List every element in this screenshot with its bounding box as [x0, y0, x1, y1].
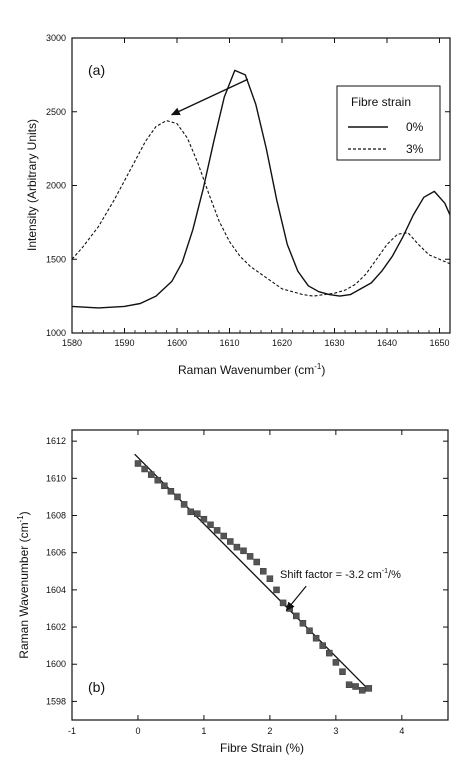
data-point: [365, 685, 373, 692]
data-point: [161, 482, 168, 490]
legend-label-solid: 0%: [406, 120, 424, 134]
data-point: [352, 683, 359, 690]
data-point: [227, 538, 234, 545]
data-point: [293, 612, 300, 620]
series-line-strain-3pct: [71, 120, 451, 297]
y-tick-label-a: 3000: [46, 33, 66, 43]
data-point: [194, 510, 201, 517]
chart-b: 1598 1600 1602 1604 1606 1608 1610 1612 -1 0 1 2 3 4…: [16, 429, 449, 755]
x-tick-label-a: 1620: [272, 338, 292, 348]
plot-frame-b: [71, 429, 449, 721]
x-tick-label-a: 1590: [114, 338, 134, 348]
shift-factor-arrow: [285, 585, 307, 612]
data-point: [332, 659, 340, 666]
data-point: [345, 681, 353, 688]
y-tick-label-b: 1612: [46, 436, 66, 446]
y-tick-label-a: 2500: [46, 107, 66, 117]
y-axis-label-b: Raman Wavenumber (cm-1): [16, 511, 31, 658]
data-point: [279, 599, 287, 607]
data-point: [299, 620, 307, 627]
panel-label-a: (a): [88, 62, 105, 78]
series-line-strain-0pct: [71, 69, 451, 309]
data-point: [319, 642, 326, 649]
data-point: [266, 575, 274, 582]
y-tick-label-b: 1606: [46, 548, 66, 558]
shift-arrow-a: [170, 78, 249, 116]
y-tick-label-b: 1602: [46, 622, 66, 632]
plot-frame-a: [71, 37, 451, 334]
data-point: [180, 501, 188, 508]
x-tick-label-a: 1650: [429, 338, 449, 348]
shift-factor-annotation: Shift factor = -3.2 cm-1/%: [280, 568, 401, 581]
legend-title: Fibre strain: [351, 95, 411, 109]
legend-box: [336, 85, 441, 161]
data-point: [260, 568, 267, 575]
y-tick-label-b: 1600: [46, 659, 66, 669]
legend-label-dashed: 3%: [406, 142, 424, 156]
data-point: [358, 687, 366, 694]
x-tick-label-b: 4: [399, 726, 404, 736]
x-axis-label-a: Raman Wavenumber (cm-1): [178, 362, 325, 377]
data-point: [213, 527, 221, 534]
x-axis-label-b: Fibre Strain (%): [220, 741, 304, 755]
data-point: [312, 634, 320, 642]
data-point: [233, 543, 241, 551]
chart-a: 1000 1500 2000 2500 3000 1580 1590 1600 1610 162…: [25, 33, 451, 377]
x-tick-label-a: 1640: [377, 338, 397, 348]
data-point: [207, 521, 214, 529]
data-point: [187, 508, 194, 516]
data-point: [339, 668, 346, 675]
data-point: [141, 465, 148, 473]
data-point: [273, 586, 280, 594]
data-point: [167, 488, 175, 495]
x-tick-label-b: 1: [201, 726, 206, 736]
x-tick-label-b: 0: [135, 726, 140, 736]
data-point: [220, 532, 227, 540]
y-axis-label-a: Intensity (Arbitrary Units): [25, 119, 39, 251]
x-tick-label-b: 2: [267, 726, 272, 736]
x-tick-label-b: 3: [333, 726, 338, 736]
y-tick-label-b: 1598: [46, 696, 66, 706]
data-point: [253, 558, 260, 566]
data-point: [246, 553, 254, 560]
y-tick-label-a: 1500: [46, 254, 66, 264]
y-tick-label-b: 1604: [46, 585, 66, 595]
panel-label-b: (b): [88, 679, 105, 695]
data-point: [134, 460, 142, 467]
x-tick-label-a: 1610: [219, 338, 239, 348]
x-tick-label-b: -1: [68, 726, 76, 736]
data-point: [200, 515, 208, 523]
y-tick-label-b: 1610: [46, 473, 66, 483]
data-point: [326, 649, 333, 657]
data-point: [306, 627, 313, 635]
data-point: [174, 493, 181, 501]
x-tick-label-a: 1580: [62, 338, 82, 348]
y-tick-label-b: 1608: [46, 511, 66, 521]
y-tick-label-a: 1000: [46, 328, 66, 338]
data-point: [240, 547, 247, 555]
x-tick-label-a: 1600: [167, 338, 187, 348]
legend-a: Fibre strain 0% 3%: [336, 85, 441, 161]
x-tick-label-a: 1630: [324, 338, 344, 348]
y-tick-label-a: 2000: [46, 181, 66, 191]
data-point: [147, 471, 155, 478]
data-point: [154, 476, 162, 484]
